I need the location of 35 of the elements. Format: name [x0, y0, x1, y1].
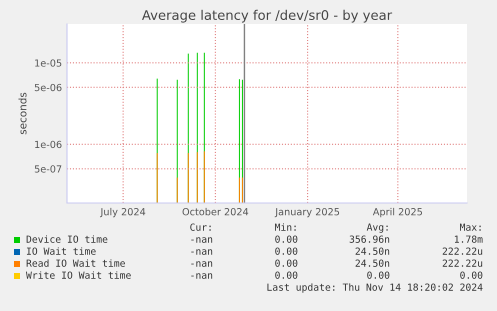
legend-label: IO Wait time	[26, 247, 96, 255]
x-tick-label: April 2025	[372, 208, 422, 218]
legend-label: Read IO Wait time	[26, 259, 125, 267]
y-axis-title: seconds	[18, 92, 27, 134]
text: Max:	[460, 224, 481, 231]
y-tick-label: 5e-07	[34, 165, 62, 173]
text: -nan	[191, 237, 212, 243]
text: -nan	[191, 273, 212, 279]
text: -nan	[191, 261, 212, 267]
text: 0.00	[275, 259, 298, 267]
text: Min:	[274, 223, 296, 231]
legend-label: Write IO Wait time	[26, 271, 131, 279]
text: 356.96n	[350, 235, 390, 243]
y-tick-label: 1e-06	[35, 140, 62, 148]
legend-label: Device IO time	[26, 235, 108, 243]
text: 24.50n	[356, 259, 390, 267]
text: 0.00	[275, 247, 298, 255]
text: 0.00	[275, 235, 298, 243]
y-tick-label: 5e-06	[34, 84, 62, 92]
x-tick-label: January 2025	[274, 208, 340, 218]
text: 0.00	[460, 271, 482, 279]
text: 0.00	[275, 271, 298, 279]
text: 222.22u	[442, 259, 482, 267]
text: Cur:	[190, 223, 211, 231]
text: 0.00	[367, 271, 390, 279]
y-tick-label: 1e-05	[35, 59, 62, 67]
text: Last update: Thu Nov 14 18:20:02 2024	[267, 283, 483, 293]
x-tick-label: October 2024	[182, 208, 248, 216]
text: 1.78m	[454, 235, 483, 243]
text: -nan	[191, 249, 212, 255]
text: 222.22u	[442, 247, 482, 255]
chart-title: Average latency for /dev/sr0 - by year	[142, 10, 392, 23]
text: Avg:	[366, 224, 388, 233]
text: 24.50n	[356, 247, 390, 255]
x-tick-label: July 2024	[100, 208, 146, 218]
